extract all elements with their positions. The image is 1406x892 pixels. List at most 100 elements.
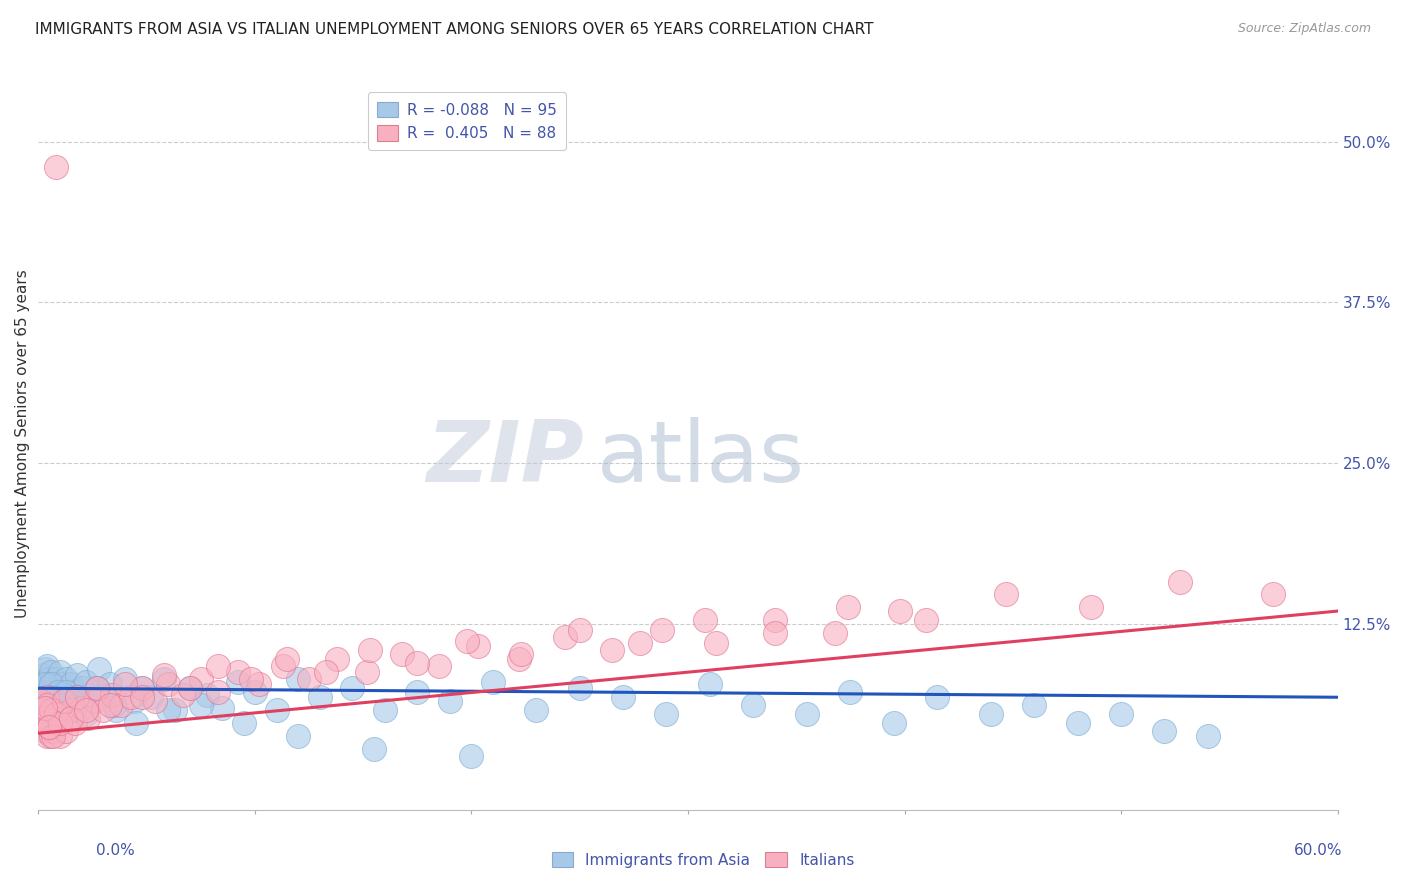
Point — [69, 700, 91, 714]
Point — [41, 729, 63, 743]
Point — [315, 665, 337, 679]
Point — [271, 659, 294, 673]
Point — [66, 668, 89, 682]
Point — [42, 729, 65, 743]
Point — [287, 729, 309, 743]
Point — [34, 700, 56, 714]
Legend: Immigrants from Asia, Italians: Immigrants from Asia, Italians — [546, 846, 860, 873]
Point — [49, 665, 72, 679]
Point — [239, 672, 262, 686]
Point — [612, 690, 634, 705]
Point — [995, 587, 1018, 601]
Point — [34, 662, 56, 676]
Point — [35, 729, 58, 743]
Point — [139, 690, 162, 705]
Point — [46, 685, 69, 699]
Point — [190, 672, 212, 686]
Point — [34, 674, 56, 689]
Point — [374, 703, 396, 717]
Point — [1197, 729, 1219, 743]
Point — [38, 720, 60, 734]
Point — [172, 688, 194, 702]
Point — [66, 690, 89, 705]
Point — [456, 633, 478, 648]
Point — [59, 703, 82, 717]
Point — [35, 694, 58, 708]
Point — [86, 681, 108, 696]
Point — [226, 665, 249, 679]
Point — [211, 700, 233, 714]
Point — [49, 729, 72, 743]
Point — [120, 690, 142, 705]
Point — [38, 706, 60, 721]
Point — [157, 703, 180, 717]
Point — [510, 647, 533, 661]
Point — [179, 681, 201, 696]
Point — [42, 694, 65, 708]
Point — [363, 741, 385, 756]
Point — [35, 677, 58, 691]
Text: Source: ZipAtlas.com: Source: ZipAtlas.com — [1237, 22, 1371, 36]
Point — [925, 690, 948, 705]
Text: atlas: atlas — [598, 417, 806, 500]
Point — [70, 681, 93, 696]
Point — [157, 677, 180, 691]
Point — [55, 723, 77, 738]
Point — [110, 698, 132, 712]
Point — [62, 703, 84, 717]
Point — [38, 688, 60, 702]
Point — [699, 677, 721, 691]
Point — [103, 698, 125, 712]
Legend: R = -0.088   N = 95, R =  0.405   N = 88: R = -0.088 N = 95, R = 0.405 N = 88 — [368, 93, 567, 151]
Point — [45, 703, 67, 717]
Point — [122, 694, 145, 708]
Point — [153, 668, 176, 682]
Point — [82, 694, 104, 708]
Point — [568, 681, 591, 696]
Point — [247, 677, 270, 691]
Point — [75, 706, 97, 721]
Point — [87, 662, 110, 676]
Point — [190, 698, 212, 712]
Point — [30, 681, 52, 696]
Point — [98, 698, 121, 712]
Point — [77, 711, 100, 725]
Point — [526, 703, 548, 717]
Point — [35, 698, 58, 712]
Point — [207, 659, 229, 673]
Point — [839, 685, 862, 699]
Point — [35, 659, 58, 673]
Point — [70, 700, 93, 714]
Point — [31, 668, 53, 682]
Point — [508, 651, 530, 665]
Point — [153, 672, 176, 686]
Point — [195, 688, 218, 702]
Point — [34, 690, 56, 705]
Point — [41, 677, 63, 691]
Point — [460, 749, 482, 764]
Point — [51, 706, 73, 721]
Point — [1168, 574, 1191, 589]
Point — [42, 723, 65, 738]
Point — [308, 690, 330, 705]
Point — [86, 681, 108, 696]
Point — [91, 703, 114, 717]
Point — [233, 715, 256, 730]
Point — [1024, 698, 1046, 712]
Point — [326, 651, 349, 665]
Point — [980, 706, 1002, 721]
Point — [298, 672, 321, 686]
Point — [66, 690, 89, 705]
Point — [35, 690, 58, 705]
Point — [75, 703, 97, 717]
Point — [1067, 715, 1090, 730]
Point — [114, 677, 136, 691]
Point — [51, 677, 73, 691]
Point — [38, 672, 60, 686]
Point — [42, 690, 65, 705]
Point — [58, 694, 80, 708]
Point — [266, 703, 288, 717]
Point — [38, 706, 60, 721]
Point — [45, 698, 67, 712]
Point — [179, 681, 201, 696]
